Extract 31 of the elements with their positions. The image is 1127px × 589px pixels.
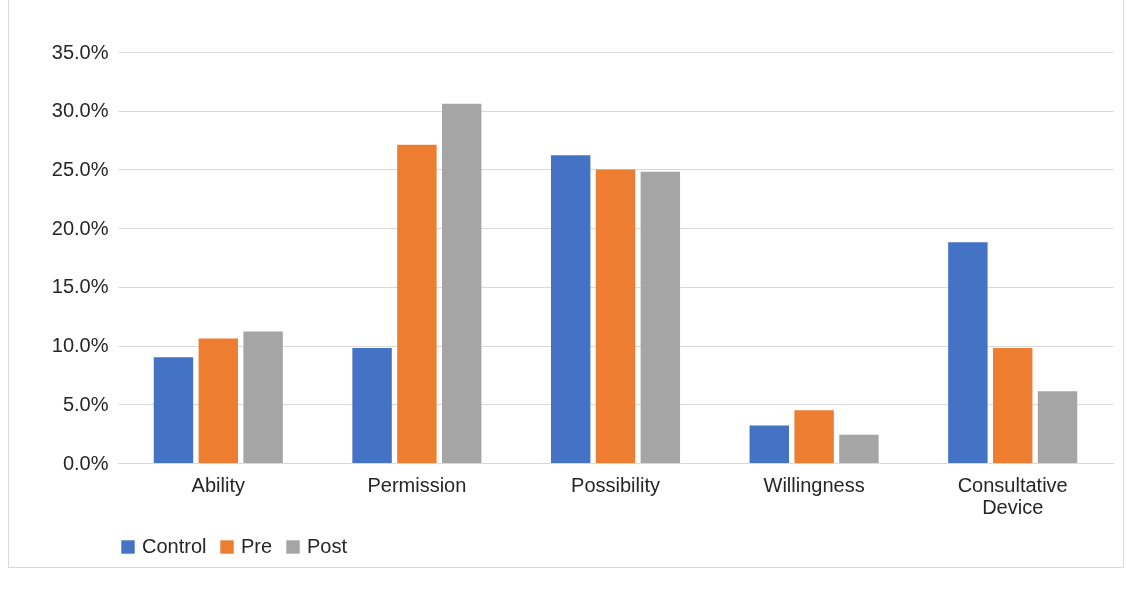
legend-label: Pre — [241, 535, 273, 557]
bar — [839, 434, 879, 463]
bar — [749, 425, 789, 463]
bar — [948, 242, 988, 463]
legend-label: Control — [142, 535, 207, 557]
bar — [243, 331, 283, 463]
y-tick-label: 0.0% — [62, 451, 109, 474]
y-tick-label: 10.0% — [51, 334, 109, 357]
y-tick-label: 20.0% — [51, 216, 109, 239]
bar — [1037, 391, 1078, 463]
x-tick-label: Ability — [191, 473, 245, 496]
bar — [397, 144, 437, 463]
x-tick-label: Permission — [367, 473, 467, 496]
bar — [352, 347, 392, 463]
bar — [198, 338, 239, 463]
y-tick-label: 30.0% — [51, 99, 109, 122]
x-tick-label: Willingness — [763, 473, 865, 496]
legend-label: Post — [307, 535, 348, 557]
y-tick-label: 15.0% — [51, 275, 109, 298]
bar — [550, 155, 591, 463]
bar — [992, 347, 1033, 463]
y-tick-label: 5.0% — [62, 392, 109, 415]
x-tick-label: Possibility — [571, 473, 660, 496]
bar — [153, 357, 194, 463]
y-tick-label: 35.0% — [51, 40, 109, 63]
y-tick-label: 25.0% — [51, 157, 109, 180]
bar — [640, 171, 681, 463]
bar — [794, 410, 834, 463]
bar — [442, 103, 482, 463]
x-tick-label: Consultative Device — [957, 473, 1068, 518]
bar — [595, 169, 636, 463]
